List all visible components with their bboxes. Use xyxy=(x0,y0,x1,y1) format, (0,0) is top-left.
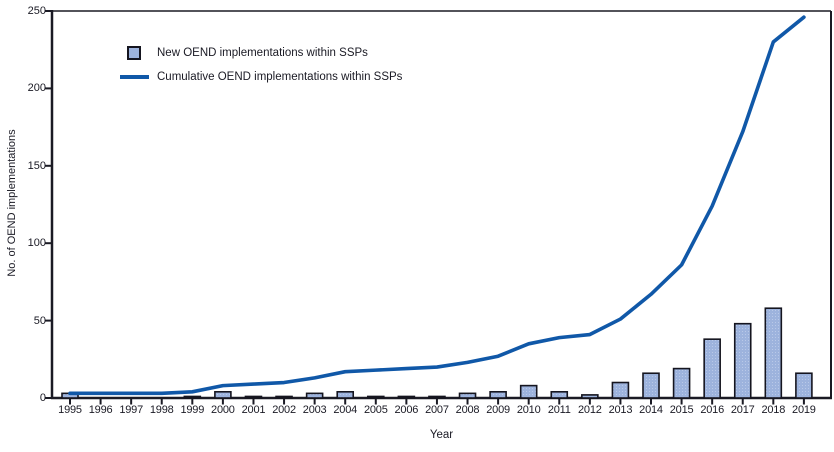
bar-2011 xyxy=(550,391,569,399)
legend-item-cumulative: Cumulative OEND implementations within S… xyxy=(117,69,402,85)
bar-2018 xyxy=(764,307,783,399)
x-tick-label: 2001 xyxy=(241,404,266,416)
legend-marker-cell xyxy=(117,74,151,80)
x-tick-label: 2011 xyxy=(547,404,571,416)
x-tick-label: 2013 xyxy=(608,404,633,416)
y-tick-label: 50 xyxy=(33,314,46,327)
bar-2008 xyxy=(458,392,477,399)
x-tick-label: 2008 xyxy=(455,404,480,416)
y-tick-label: 0 xyxy=(39,392,46,404)
bar-2004 xyxy=(336,391,355,399)
bar-2003 xyxy=(305,392,324,399)
bar-2001 xyxy=(244,395,263,399)
bar-2017 xyxy=(733,322,752,399)
x-tick-label: 2002 xyxy=(272,404,296,416)
y-tick-label: 250 xyxy=(27,5,46,17)
x-tick-label: 1997 xyxy=(119,404,143,416)
y-tick-label: 200 xyxy=(27,82,46,95)
x-tick-label: 2017 xyxy=(730,404,755,416)
legend-item-new: New OEND implementations within SSPs xyxy=(117,45,402,61)
x-tick-label: 2003 xyxy=(302,404,327,416)
y-axis-title: No. of OEND implementations xyxy=(6,129,18,277)
x-tick-label: 2009 xyxy=(486,404,510,416)
bar-2014 xyxy=(642,372,660,399)
x-tick-label: 2006 xyxy=(394,404,419,416)
bar-2015 xyxy=(672,367,691,399)
bar-2010 xyxy=(519,384,538,399)
x-tick-label: 1995 xyxy=(58,404,82,416)
legend-label-cumulative: Cumulative OEND implementations within S… xyxy=(157,71,403,83)
bar-2007 xyxy=(428,395,446,399)
bar-2016 xyxy=(703,338,721,399)
x-tick-label: 2010 xyxy=(516,404,541,416)
x-tick-label: 2018 xyxy=(761,404,786,416)
bar-2019 xyxy=(795,372,813,399)
bar-2009 xyxy=(489,391,507,399)
bar-2012 xyxy=(581,394,599,399)
x-tick-label: 2000 xyxy=(211,404,235,416)
legend-label-new: New OEND implementations within SSPs xyxy=(157,47,368,59)
bar-2005 xyxy=(366,395,385,399)
cumulative-line xyxy=(68,15,806,396)
bar-2002 xyxy=(275,395,293,399)
y-tick-label: 100 xyxy=(27,237,46,250)
x-tick-label: 2014 xyxy=(639,404,663,416)
x-tick-label: 2015 xyxy=(669,404,694,416)
x-tick-label: 1999 xyxy=(180,404,205,416)
bar-1999 xyxy=(183,395,202,399)
bar-2006 xyxy=(397,395,416,399)
x-tick-label: 2016 xyxy=(700,404,724,416)
x-axis-title: Year xyxy=(429,429,454,441)
x-tick-label: 1998 xyxy=(149,404,174,416)
x-tick-label: 2019 xyxy=(792,404,816,416)
legend: New OEND implementations within SSPs Cum… xyxy=(117,45,402,93)
x-tick-label: 2005 xyxy=(363,404,388,416)
bar-swatch-icon xyxy=(127,46,141,60)
bar-2000 xyxy=(214,391,232,399)
line-swatch-icon xyxy=(119,74,149,80)
x-tick-label: 1996 xyxy=(88,404,113,416)
legend-marker-cell xyxy=(117,46,151,60)
bar-2013 xyxy=(611,381,630,399)
x-tick-label: 2007 xyxy=(425,404,449,416)
x-tick-label: 2004 xyxy=(333,404,358,416)
y-tick-label: 150 xyxy=(27,159,46,172)
x-tick-label: 2012 xyxy=(578,404,602,416)
